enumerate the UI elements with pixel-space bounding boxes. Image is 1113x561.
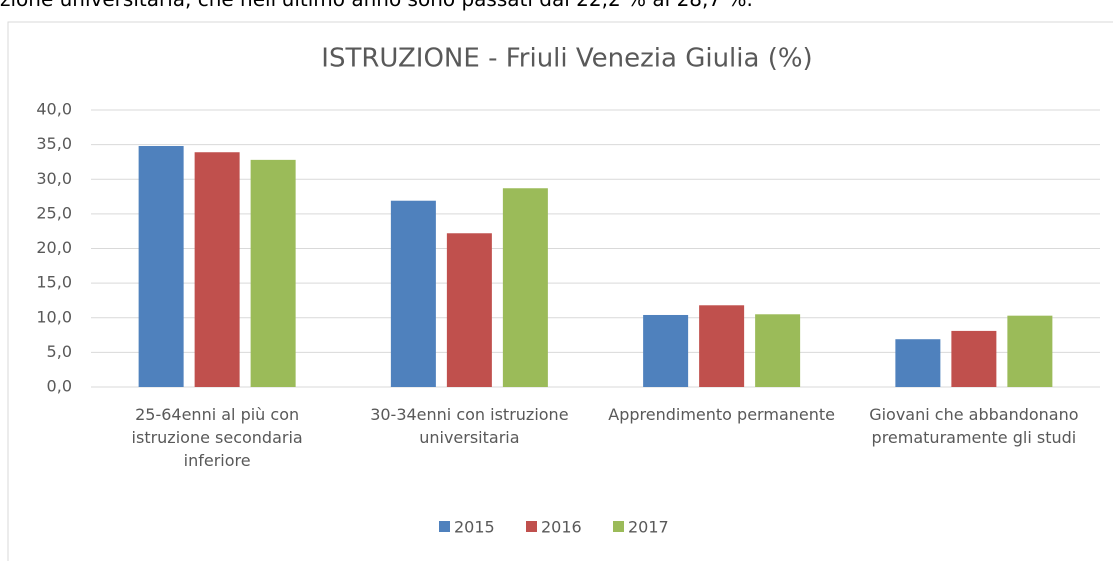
y-tick-label: 10,0 — [36, 307, 72, 326]
bar — [895, 339, 941, 387]
bar — [755, 314, 801, 387]
bar — [390, 200, 436, 387]
y-tick-label: 30,0 — [36, 169, 72, 188]
x-tick-label: 30-34enni con istruzione universitaria — [370, 405, 569, 447]
y-tick-label: 35,0 — [36, 134, 72, 153]
bar — [502, 188, 548, 387]
x-tick-label: Apprendimento permanente — [608, 405, 835, 424]
y-tick-label: 20,0 — [36, 238, 72, 257]
bar — [194, 152, 240, 387]
x-tick-label: Giovani che abbandonano prematuramente g… — [869, 405, 1079, 447]
document-text: zione universitaria, che nell'ultimo ann… — [0, 0, 753, 11]
legend-swatch — [439, 521, 450, 532]
legend-label: 2017 — [628, 518, 669, 537]
legend-swatch — [613, 521, 624, 532]
y-tick-label: 40,0 — [36, 100, 72, 119]
legend-label: 2015 — [454, 518, 495, 537]
bar — [699, 305, 745, 387]
chart-frame — [7, 21, 1113, 561]
chart-title: ISTRUZIONE - Friuli Venezia Giulia (%) — [321, 44, 812, 74]
bar — [1007, 315, 1053, 387]
y-tick-label: 0,0 — [47, 377, 72, 396]
legend-label: 2016 — [541, 518, 582, 537]
y-tick-label: 25,0 — [36, 203, 72, 222]
y-tick-label: 5,0 — [47, 342, 72, 361]
y-tick-label: 15,0 — [36, 273, 72, 292]
bar — [446, 233, 492, 387]
legend-swatch — [526, 521, 537, 532]
bar — [250, 159, 296, 387]
bar — [138, 146, 184, 387]
x-tick-label: 25-64enni al più con istruzione secondar… — [131, 405, 303, 470]
bar — [951, 330, 997, 387]
bar — [643, 314, 689, 387]
